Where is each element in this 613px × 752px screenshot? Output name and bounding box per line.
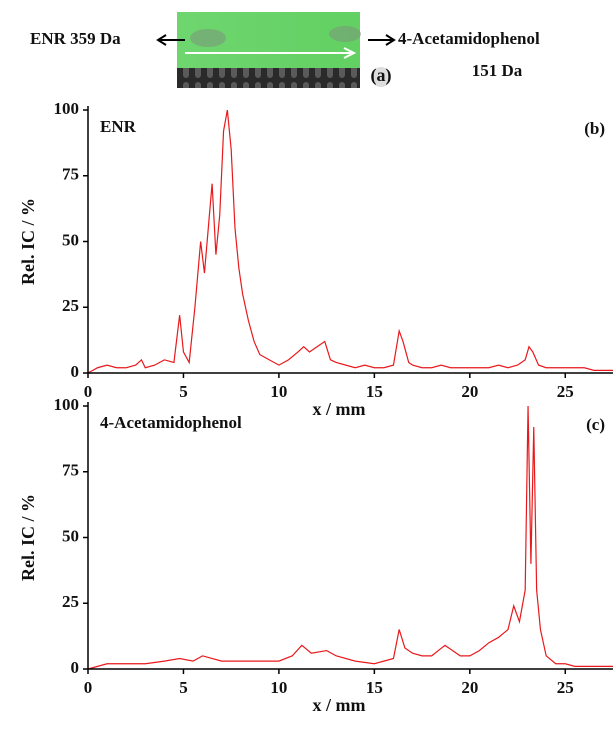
spot <box>190 29 226 47</box>
photo-strip <box>177 68 360 88</box>
y-tick-label: 75 <box>62 165 79 184</box>
x-axis-title: x / mm <box>313 399 366 419</box>
arrow-head <box>156 34 167 46</box>
x-tick-label: 25 <box>557 382 574 401</box>
y-tick-label: 50 <box>62 230 79 249</box>
x-tick-label: 15 <box>366 382 383 401</box>
chart: 0 25 50 75 100 0 5 10 15 20 25 x / mm Rel. IC / % 4-A… <box>18 395 613 715</box>
x-tick-label: 15 <box>366 678 383 697</box>
annotation: ENR <box>100 117 137 136</box>
annotation: 4-Acetamidophenol <box>100 413 242 432</box>
label-badge <box>371 67 391 87</box>
y-tick-label: 100 <box>54 99 80 118</box>
y-tick-label: 75 <box>62 461 79 480</box>
x-tick-label: 20 <box>461 382 478 401</box>
x-tick-label: 10 <box>270 678 287 697</box>
x-tick-label: 5 <box>179 382 188 401</box>
y-axis-title: Rel. IC / % <box>18 198 38 285</box>
y-tick-label: 0 <box>71 362 80 381</box>
data-line <box>87 109 613 374</box>
x-tick-label: 0 <box>84 678 93 697</box>
panel-label: (a) <box>371 65 392 86</box>
y-axis-title: Rel. IC / % <box>18 494 38 581</box>
y-tick-label: 0 <box>71 658 80 677</box>
panel-label: (b) <box>584 119 605 138</box>
y-tick-label: 25 <box>62 296 79 315</box>
arrow-head <box>385 34 396 46</box>
x-tick-label: 10 <box>270 382 287 401</box>
x-tick-label: 5 <box>179 678 188 697</box>
right-sublabel: 151 Da <box>472 61 523 80</box>
x-tick-label: 0 <box>84 382 93 401</box>
x-axis-title: x / mm <box>313 695 366 715</box>
y-tick-label: 50 <box>62 526 79 545</box>
y-tick-label: 25 <box>62 592 79 611</box>
spot <box>329 26 361 42</box>
panel-label: (c) <box>586 415 605 434</box>
right-label: 4-Acetamidophenol <box>398 29 540 48</box>
arrow-head <box>343 47 357 59</box>
data-line <box>87 405 613 670</box>
x-tick-label: 25 <box>557 678 574 697</box>
y-tick-label: 100 <box>54 395 80 414</box>
left-label: ENR 359 Da <box>30 29 121 48</box>
x-tick-label: 20 <box>461 678 478 697</box>
photo: (a) ENR 359 Da 4-Acetamidophenol 151 Da <box>30 12 540 88</box>
